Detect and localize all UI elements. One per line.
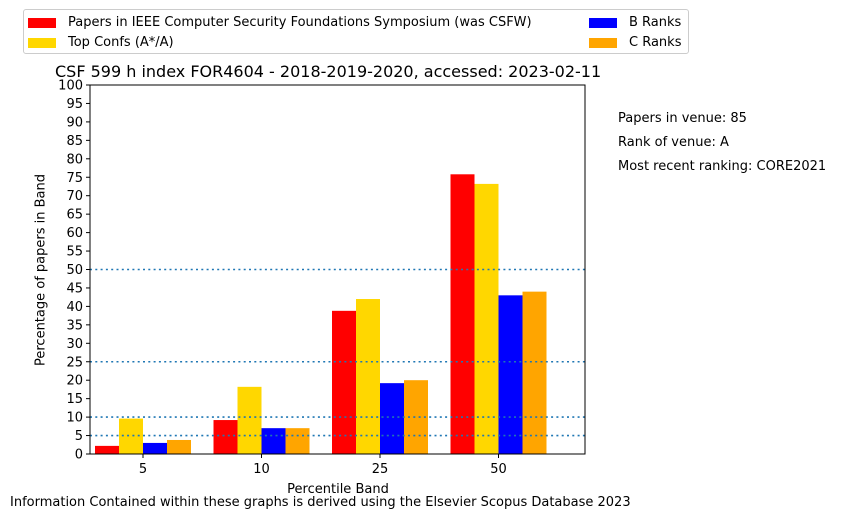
y-tick-label-60: 60 bbox=[66, 226, 83, 241]
legend-label-c-ranks: C Ranks bbox=[629, 35, 682, 50]
x-tick-label-10: 10 bbox=[253, 462, 270, 477]
legend-swatch-top-confs bbox=[28, 38, 56, 48]
y-tick-label-70: 70 bbox=[66, 189, 83, 204]
legend-label-top-confs: Top Confs (A*/A) bbox=[68, 35, 174, 50]
papers-in-venue-note: Papers in venue: 85 bbox=[618, 111, 747, 126]
y-tick-label-10: 10 bbox=[66, 411, 83, 426]
y-tick-label-40: 40 bbox=[66, 300, 83, 315]
bar-0-5 bbox=[95, 445, 119, 454]
x-tick-label-5: 5 bbox=[139, 462, 147, 477]
bar-1-50 bbox=[474, 183, 499, 454]
bar-2-5 bbox=[143, 442, 167, 454]
legend-swatch-b-ranks bbox=[589, 18, 617, 28]
bar-0-50 bbox=[450, 174, 475, 454]
bar-1-10 bbox=[237, 386, 262, 454]
bar-3-10 bbox=[285, 428, 310, 454]
y-tick-label-95: 95 bbox=[66, 97, 83, 112]
bar-0-25 bbox=[332, 310, 356, 454]
bar-2-25 bbox=[380, 383, 404, 454]
chart-legend: Papers in IEEE Computer Security Foundat… bbox=[23, 9, 689, 54]
y-tick-label-55: 55 bbox=[66, 245, 83, 260]
x-tick-label-50: 50 bbox=[490, 462, 507, 477]
chart-title: CSF 599 h index FOR4604 - 2018-2019-2020… bbox=[55, 62, 602, 81]
y-tick-label-35: 35 bbox=[66, 318, 83, 333]
y-axis-label: Percentage of papers in Band bbox=[33, 173, 49, 367]
y-tick-label-5: 5 bbox=[75, 429, 83, 444]
y-tick-label-15: 15 bbox=[66, 392, 83, 407]
legend-label-b-ranks: B Ranks bbox=[629, 15, 682, 30]
y-tick-label-50: 50 bbox=[66, 263, 83, 278]
most-recent-ranking-note: Most recent ranking: CORE2021 bbox=[618, 159, 827, 174]
legend-swatch-csf bbox=[28, 18, 56, 28]
bar-3-5 bbox=[167, 439, 191, 454]
x-axis-label: Percentile Band bbox=[287, 482, 389, 497]
y-tick-label-90: 90 bbox=[66, 115, 83, 130]
y-tick-label-25: 25 bbox=[66, 355, 83, 370]
bar-1-25 bbox=[356, 299, 380, 454]
y-tick-label-65: 65 bbox=[66, 208, 83, 223]
y-tick-label-75: 75 bbox=[66, 171, 83, 186]
y-tick-label-80: 80 bbox=[66, 152, 83, 167]
y-tick-label-100: 100 bbox=[58, 79, 83, 94]
legend-label-csf: Papers in IEEE Computer Security Foundat… bbox=[68, 15, 532, 30]
y-tick-label-45: 45 bbox=[66, 281, 83, 296]
legend-swatch-c-ranks bbox=[589, 38, 617, 48]
data-source-footer: Information Contained within these graph… bbox=[10, 495, 631, 510]
y-tick-label-30: 30 bbox=[66, 337, 83, 352]
bar-3-50 bbox=[522, 291, 547, 454]
x-tick-label-25: 25 bbox=[372, 462, 389, 477]
rank-of-venue-note: Rank of venue: A bbox=[618, 135, 729, 150]
y-tick-label-0: 0 bbox=[75, 448, 83, 463]
y-tick-label-85: 85 bbox=[66, 134, 83, 149]
bar-2-10 bbox=[261, 428, 286, 454]
bar-0-10 bbox=[213, 420, 238, 454]
bar-2-50 bbox=[498, 295, 523, 454]
y-tick-label-20: 20 bbox=[66, 374, 83, 389]
